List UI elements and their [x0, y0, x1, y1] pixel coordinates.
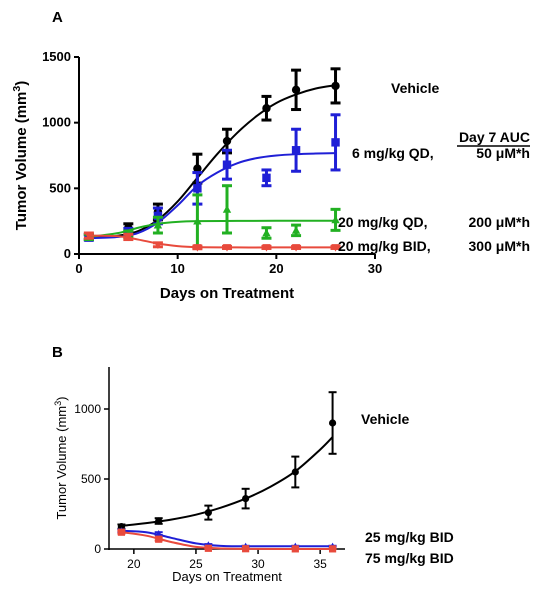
- x-tick-label: 30: [368, 261, 382, 276]
- data-point: [291, 545, 299, 553]
- x-tick-label: 0: [75, 261, 82, 276]
- data-point: [242, 495, 250, 503]
- data-point: [328, 545, 337, 553]
- data-point: [193, 164, 202, 173]
- series-1: [117, 527, 337, 550]
- x-tick-label: 10: [170, 261, 184, 276]
- data-point: [222, 205, 232, 213]
- series-1: [83, 113, 341, 242]
- data-point: [331, 81, 340, 91]
- y-tick-label: 1000: [74, 402, 101, 416]
- label-20mg-qd: 20 mg/kg QD,: [338, 214, 427, 230]
- data-point: [153, 241, 163, 250]
- label-vehicle: Vehicle: [391, 80, 439, 96]
- data-point: [262, 244, 271, 252]
- label-vehicle-b: Vehicle: [361, 411, 409, 427]
- data-point: [193, 244, 202, 252]
- data-point: [331, 138, 340, 147]
- label-20mg-bid: 20 mg/kg BID,: [338, 238, 431, 254]
- data-point: [291, 85, 301, 95]
- panel-a-letter: A: [52, 9, 63, 26]
- x-tick-label: 35: [313, 557, 327, 571]
- y-axis-title: Tumor Volume (mm3): [11, 81, 30, 230]
- series-3: [83, 231, 341, 252]
- data-point: [222, 244, 232, 252]
- y-tick-label: 500: [81, 472, 101, 486]
- y-tick-label: 1500: [42, 49, 71, 64]
- series-2: [117, 528, 337, 553]
- auc-20mg-qd: 200 μM*h: [469, 214, 530, 230]
- series-0: [83, 67, 341, 242]
- data-point: [84, 232, 94, 240]
- x-tick-label: 25: [189, 557, 203, 571]
- data-point: [328, 419, 337, 427]
- data-point: [204, 508, 212, 517]
- data-point: [331, 244, 340, 252]
- data-point: [262, 228, 271, 237]
- data-point: [262, 104, 271, 113]
- panel-b-letter: B: [52, 344, 63, 361]
- data-point: [262, 173, 271, 183]
- data-point: [155, 530, 163, 537]
- series-0: [117, 391, 337, 531]
- x-tick-label: 20: [269, 261, 283, 276]
- y-tick-label: 0: [64, 246, 71, 261]
- x-axis-title: Days on Treatment: [172, 569, 282, 584]
- y-tick-label: 1000: [42, 115, 71, 130]
- series-2: [83, 184, 341, 249]
- label-6mg-qd: 6 mg/kg QD,: [352, 145, 434, 161]
- data-point: [331, 215, 340, 224]
- auc-6mg-qd: 50 μM*h: [476, 145, 530, 161]
- panel-a-chart: 0 10 20 30 0 500 1000 1500 Days on Treatment Tumo…: [11, 49, 530, 302]
- y-tick-label: 500: [49, 180, 71, 195]
- data-point: [117, 528, 126, 536]
- data-point: [291, 146, 301, 155]
- data-point: [204, 544, 212, 552]
- series-fit-line: [121, 531, 333, 550]
- x-axis-title: Days on Treatment: [160, 285, 294, 302]
- data-point: [193, 184, 202, 193]
- data-point: [153, 220, 163, 229]
- auc-header: Day 7 AUC: [459, 129, 530, 145]
- label-75mg-bid: 75 mg/kg BID: [365, 550, 454, 566]
- series-fit-line: [121, 436, 334, 527]
- data-point: [291, 226, 301, 234]
- data-point: [124, 233, 133, 242]
- data-point: [155, 517, 163, 525]
- data-point: [222, 136, 232, 146]
- series-fit-line: [121, 529, 333, 548]
- data-point: [222, 160, 232, 169]
- data-point: [242, 545, 250, 553]
- y-tick-label: 0: [94, 542, 101, 556]
- x-tick-label: 20: [127, 557, 141, 571]
- data-point: [291, 468, 299, 476]
- x-tick-label: 30: [251, 557, 265, 571]
- data-point: [155, 535, 163, 543]
- y-axis-title: Tumor Volume (mm3): [53, 396, 69, 519]
- panel-b-chart: 20 25 30 35 0 500 1000 Days on Treatment Tumor V…: [53, 367, 454, 584]
- label-25mg-bid: 25 mg/kg BID: [365, 529, 454, 545]
- data-point: [291, 244, 301, 252]
- data-point: [193, 216, 202, 225]
- auc-20mg-bid: 300 μM*h: [469, 238, 530, 254]
